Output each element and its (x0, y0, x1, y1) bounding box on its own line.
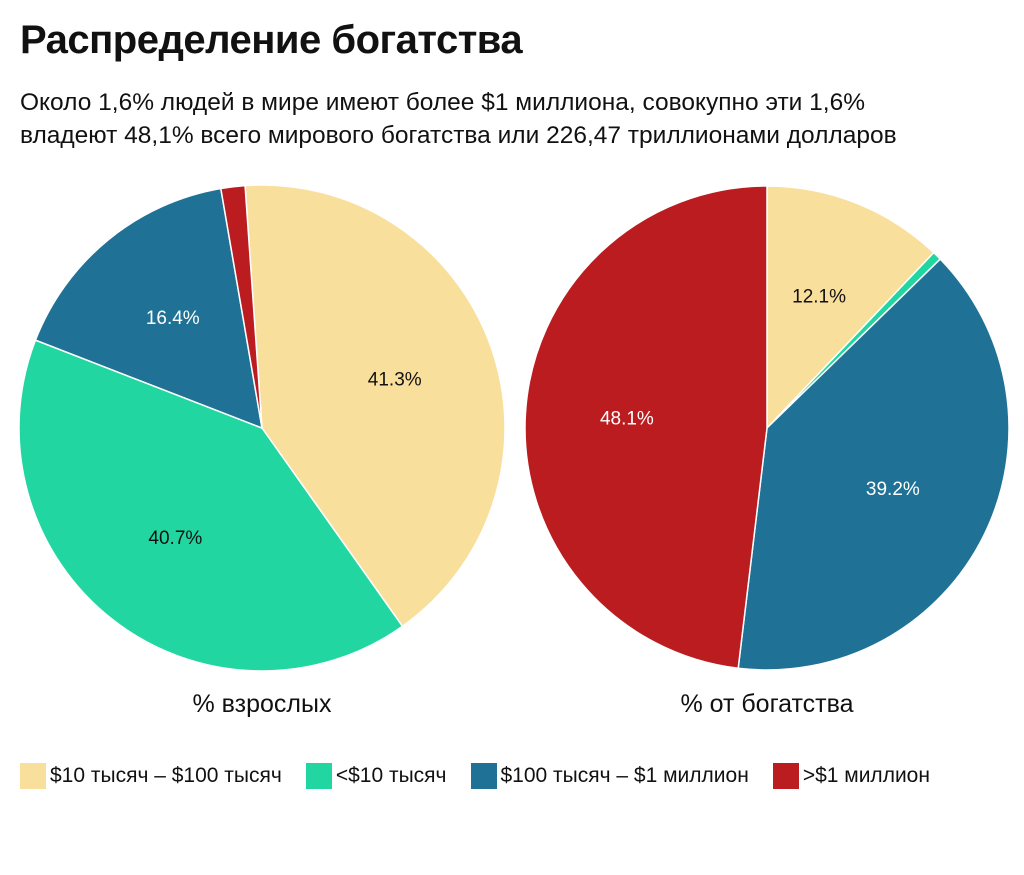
slice-label: 48.1% (600, 409, 654, 430)
legend-item: <$10 тысяч (305, 763, 447, 789)
legend-item: >$1 миллион (772, 763, 930, 789)
subtitle-line: владеют 48,1% всего мирового богатства и… (20, 122, 897, 149)
pie-slice (524, 185, 768, 670)
pie-slice (244, 184, 506, 628)
slice-label: 39.2% (866, 479, 920, 500)
legend-swatch (470, 763, 497, 789)
pie-slice (737, 257, 1010, 671)
pie-slice (219, 184, 263, 429)
legend-label: $10 тысяч – $100 тысяч (50, 764, 282, 787)
slice-label: 12.1% (792, 287, 846, 308)
legend-label: $100 тысяч – $1 миллион (500, 764, 749, 787)
chart-caption-adults: % взрослых (192, 690, 332, 718)
legend-item: $100 тысяч – $1 миллион (470, 763, 749, 789)
pie-slice (18, 339, 404, 672)
legend-swatch (305, 763, 332, 789)
legend-item: $10 тысяч – $100 тысяч (20, 763, 282, 789)
subtitle-line: Около 1,6% людей в мире имеют более $1 м… (20, 89, 866, 116)
legend-label: >$1 миллион (802, 764, 930, 787)
slice-label: 16.4% (146, 308, 200, 329)
legend-label: <$10 тысяч (335, 764, 447, 787)
pie-slice (34, 187, 263, 430)
legend: $10 тысяч – $100 тысяч <$10 тысяч $100 т… (20, 763, 930, 789)
page-title: Распределение богатства (20, 18, 523, 62)
chart-caption-wealth: % от богатства (680, 690, 854, 718)
slice-label: 40.7% (148, 528, 202, 549)
slice-label: 41.3% (368, 370, 422, 391)
legend-swatch (772, 763, 799, 789)
pie-slice (766, 185, 935, 430)
subtitle: Около 1,6% людей в мире имеют более $1 м… (20, 86, 1010, 152)
legend-swatch (20, 763, 46, 789)
